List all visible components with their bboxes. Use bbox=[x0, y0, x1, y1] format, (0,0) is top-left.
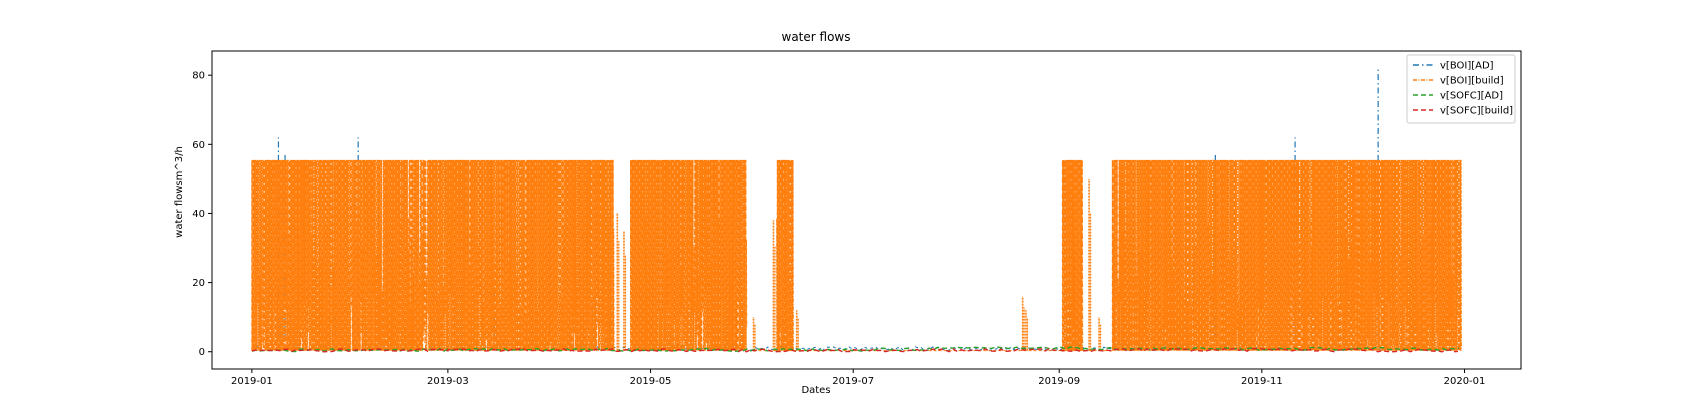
x-tick-label-4: 2019-09 bbox=[1038, 376, 1080, 387]
x-tick-label-2: 2019-05 bbox=[630, 376, 672, 387]
x-axis-label: Dates bbox=[801, 385, 830, 396]
x-tick-label-0: 2019-01 bbox=[231, 376, 273, 387]
legend-label-0: v[BOI][AD] bbox=[1440, 61, 1494, 72]
legend-label-1: v[BOI][build] bbox=[1440, 76, 1504, 87]
legend-label-2: v[SOFC][AD] bbox=[1440, 91, 1503, 102]
y-tick-label-2: 40 bbox=[192, 209, 205, 220]
y-axis-label: water flowsm^3/h bbox=[174, 146, 185, 238]
x-tick-label-5: 2019-11 bbox=[1241, 376, 1283, 387]
x-tick-label-6: 2020-01 bbox=[1444, 376, 1486, 387]
series-3 bbox=[251, 347, 1458, 353]
legend-box bbox=[1406, 54, 1516, 124]
legend-label-3: v[SOFC][build] bbox=[1440, 106, 1513, 117]
plot-area bbox=[251, 68, 1462, 353]
axes: 2019-01 2019-03 2019-05 2019-07 2019-09 2019-… bbox=[192, 50, 1522, 387]
x-tick-label-1: 2019-03 bbox=[427, 376, 469, 387]
y-tick-label-4: 80 bbox=[192, 71, 205, 82]
y-tick-label-3: 60 bbox=[192, 140, 205, 151]
y-tick-label-0: 0 bbox=[199, 347, 205, 358]
series-line-3 bbox=[251, 347, 1458, 353]
chart-title: water flows bbox=[782, 30, 851, 44]
y-tick-label-1: 20 bbox=[192, 278, 205, 289]
axes-frame bbox=[211, 50, 1522, 370]
x-tick-label-3: 2019-07 bbox=[832, 376, 874, 387]
legend: v[BOI][AD] v[BOI][build] v[SOFC][AD] v[SOFC… bbox=[1406, 54, 1516, 124]
